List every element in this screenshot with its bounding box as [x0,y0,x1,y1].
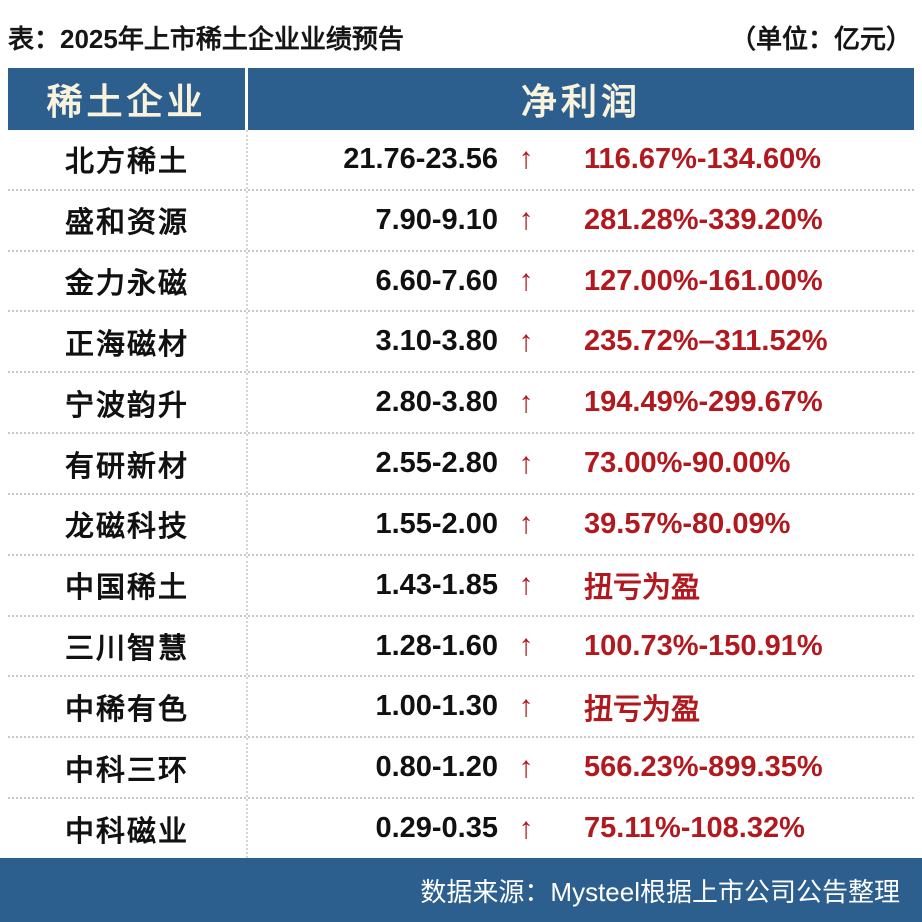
up-arrow-icon: ↑ [518,507,534,541]
table-row: 正海磁材 3.10-3.80 ↑ 235.72%–311.52% [8,312,914,374]
table-row: 盛和资源 7.90-9.10 ↑ 281.28%-339.20% [8,190,914,252]
title-bar: 表：2025年上市稀土企业业绩预告 （单位：亿元） [0,0,922,68]
page-title: 表：2025年上市稀土企业业绩预告 [8,23,404,54]
table-row: 北方稀土 21.76-23.56 ↑ 116.67%-134.60% [8,130,914,191]
up-arrow-icon: ↑ [518,568,534,602]
up-arrow-icon: ↑ [518,629,534,663]
company-name: 有研新材 [8,434,248,493]
profit-range: 7.90-9.10 [375,203,498,236]
up-arrow-icon: ↑ [518,203,534,237]
company-name: 中稀有色 [8,677,248,737]
up-arrow-icon: ↑ [518,446,534,480]
up-arrow-icon: ↑ [518,385,534,419]
table-header: 稀土企业 净利润 [8,68,914,130]
up-arrow-icon: ↑ [518,750,534,784]
table-row: 中稀有色 1.00-1.30 ↑ 扭亏为盈 [8,677,914,739]
change-percent: 127.00%-161.00% [584,264,823,297]
table-row: 中科三环 0.80-1.20 ↑ 566.23%-899.35% [8,738,914,800]
table-row: 有研新材 2.55-2.80 ↑ 73.00%-90.00% [8,434,914,495]
change-percent: 扭亏为盈 [584,572,701,605]
change-percent: 194.49%-299.67% [584,386,823,419]
table-row: 宁波韵升 2.80-3.80 ↑ 194.49%-299.67% [8,373,914,435]
change-percent: 75.11%-108.32% [584,812,805,845]
footer-bar: 数据来源：Mysteel根据上市公司公告整理 [0,858,922,922]
change-percent: 100.73%-150.91% [584,629,823,662]
profit-range: 3.10-3.80 [375,325,498,358]
up-arrow-icon: ↑ [518,324,534,358]
change-percent: 39.57%-80.09% [584,507,791,540]
profit-range: 2.55-2.80 [375,447,498,480]
up-arrow-icon: ↑ [518,142,534,176]
unit-label: （单位：亿元） [729,23,912,54]
table-body: 北方稀土 21.76-23.56 ↑ 116.67%-134.60% 盛和资源 … [0,130,922,858]
change-percent: 116.67%-134.60% [584,142,822,175]
company-name: 三川智慧 [8,616,248,676]
profit-range: 0.29-0.35 [375,812,498,845]
company-name: 北方稀土 [8,130,248,189]
profit-range: 1.43-1.85 [375,568,498,601]
company-name: 金力永磁 [8,251,248,311]
change-percent: 扭亏为盈 [584,693,701,726]
change-percent: 73.00%-90.00% [584,447,791,480]
company-name: 宁波韵升 [8,373,248,433]
profit-range: 2.80-3.80 [375,386,498,419]
profit-range: 1.28-1.60 [375,629,498,662]
change-percent: 281.28%-339.20% [584,203,823,236]
table-row: 中科磁业 0.29-0.35 ↑ 75.11%-108.32% [8,799,914,858]
up-arrow-icon: ↑ [518,811,534,845]
company-name: 正海磁材 [8,312,248,372]
table-row: 中国稀土 1.43-1.85 ↑ 扭亏为盈 [8,555,914,617]
profit-range: 6.60-7.60 [375,264,498,297]
table-row: 三川智慧 1.28-1.60 ↑ 100.73%-150.91% [8,616,914,678]
up-arrow-icon: ↑ [518,264,534,298]
profit-range: 0.80-1.20 [375,751,498,784]
company-name: 中国稀土 [8,555,248,615]
data-source-label: 数据来源：Mysteel根据上市公司公告整理 [420,876,900,907]
profit-range: 1.55-2.00 [375,507,498,540]
company-name: 中科磁业 [8,799,248,858]
change-percent: 235.72%–311.52% [584,325,828,358]
up-arrow-icon: ↑ [518,689,534,723]
table-row: 龙磁科技 1.55-2.00 ↑ 39.57%-80.09% [8,494,914,556]
company-name: 中科三环 [8,738,248,798]
table-row: 金力永磁 6.60-7.60 ↑ 127.00%-161.00% [8,251,914,313]
company-name: 龙磁科技 [8,494,248,554]
change-percent: 566.23%-899.35% [584,751,823,784]
company-name: 盛和资源 [8,190,248,250]
column-header-net-profit: 净利润 [520,82,641,122]
column-header-company: 稀土企业 [8,68,248,130]
profit-range: 1.00-1.30 [375,690,498,723]
profit-range: 21.76-23.56 [343,142,498,175]
